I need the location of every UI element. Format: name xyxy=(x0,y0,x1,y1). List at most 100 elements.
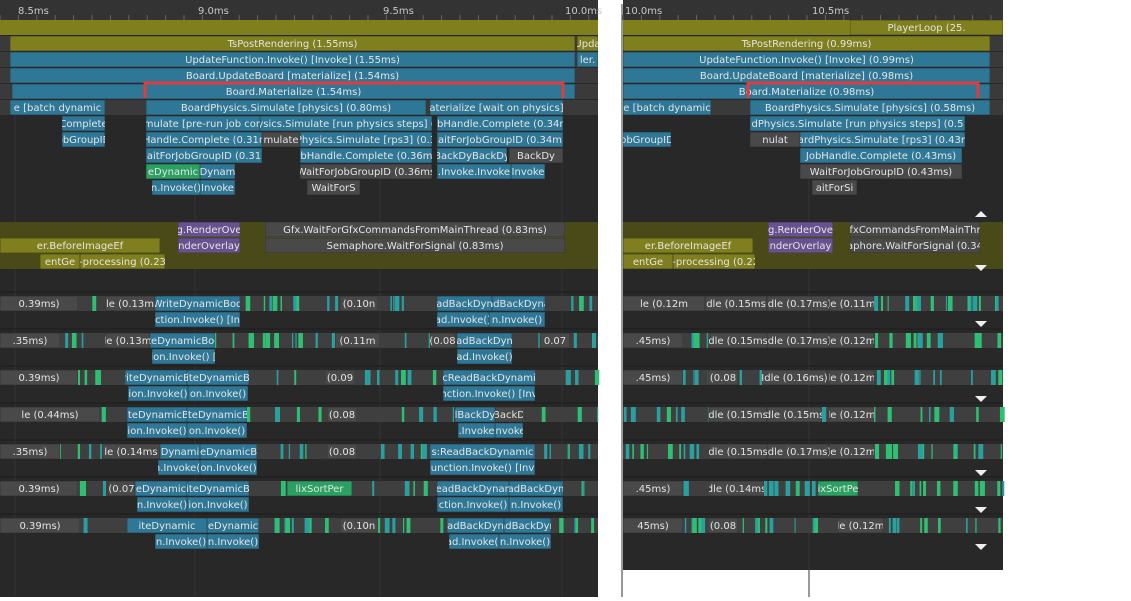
timeline-bar[interactable]: PlayerLoop (25. xyxy=(850,20,1003,35)
timeline-bar[interactable]: BackDyBackDy xyxy=(434,148,510,163)
timeline-bar[interactable]: obGroupID xyxy=(620,132,674,147)
timeline-bar[interactable]: n.Invoke() xyxy=(499,534,551,549)
timeline-bar[interactable]: ion.Invoke() xyxy=(128,386,188,401)
timeline-bar[interactable]: eDynamic xyxy=(207,518,259,533)
timeline-bar[interactable]: lBackDy xyxy=(455,407,496,422)
timeline-bar[interactable]: eDynamic xyxy=(146,164,200,179)
timeline-bar[interactable]: dle (0.15ms xyxy=(765,407,825,422)
timeline-bar[interactable]: .35ms) xyxy=(0,444,60,459)
timeline-bar[interactable]: (0.07 xyxy=(108,481,135,496)
timeline-bar[interactable]: le (0.12m xyxy=(827,407,875,422)
timeline-bar[interactable]: ysics.Simulate [run physics steps] ( xyxy=(257,116,434,131)
collapse-icons[interactable] xyxy=(975,211,987,550)
timeline-bar[interactable]: (0.08 xyxy=(708,370,738,385)
timeline-bar[interactable]: JobHandle.Complete (0.43ms) xyxy=(800,148,962,163)
timeline-bar[interactable]: BoardPhysics.Simulate [physics] (0.80ms) xyxy=(146,100,426,115)
timeline-bar[interactable]: n.Invoke() xyxy=(155,534,207,549)
timeline-bar[interactable]: Idle (0.17ms) xyxy=(765,296,832,311)
timeline-bar[interactable]: n.Invoke() xyxy=(509,497,563,512)
timeline-bar[interactable]: ion.Invoke() xyxy=(127,423,187,438)
timeline-bar[interactable]: Upda xyxy=(574,36,600,51)
timeline-bar[interactable]: dPhysics.Simulate [run physics steps] (0… xyxy=(750,116,965,131)
timeline-bar[interactable]: adBackDyna xyxy=(487,296,550,311)
timeline-bar[interactable]: obHandle.Complete (0.36ms xyxy=(294,148,437,163)
timeline-bar[interactable]: Idle (0.17ms) xyxy=(765,444,832,459)
timeline-bar[interactable]: nulat xyxy=(750,132,800,147)
timeline-bar[interactable]: ixSortPe xyxy=(817,481,858,496)
timeline-bar[interactable]: Board.UpdateBoard [materialize] (1.54ms) xyxy=(10,68,575,83)
timeline-bar[interactable]: nction.Invoke() [Inv xyxy=(440,386,537,401)
timeline-bar[interactable]: iteDynamicB xyxy=(125,407,189,422)
timeline-bar[interactable]: -processing (0.23 xyxy=(79,254,166,269)
timeline-bar[interactable]: .35ms) xyxy=(0,333,60,348)
timeline-bar[interactable]: Invoke xyxy=(511,164,545,179)
timeline-bar[interactable]: obHandle.Complete (0.34m xyxy=(431,116,569,131)
timeline-bar[interactable]: 0.39ms) xyxy=(0,370,78,385)
timeline-bar[interactable]: (0.08 xyxy=(429,333,455,348)
timeline-bar[interactable]: WaitForJobGroupID (0.43ms) xyxy=(800,164,962,179)
timeline-bar[interactable]: Dynami xyxy=(160,444,200,459)
timeline-bar[interactable]: le (0.13m xyxy=(105,296,155,311)
timeline-bar[interactable]: TsPostRendering (0.99ms) xyxy=(623,36,990,51)
timeline-bar[interactable]: ler. xyxy=(577,52,598,67)
timeline-bar[interactable]: .45ms) xyxy=(623,481,683,496)
timeline-bar[interactable]: ction.Invoke() xyxy=(437,497,509,512)
timeline-bar[interactable]: 0.39ms) xyxy=(0,481,78,496)
timeline-bar[interactable]: Board.Materialize (1.54ms) xyxy=(12,84,575,99)
timeline-bar[interactable]: WriteDynamicBod xyxy=(153,296,243,311)
timeline-bar[interactable]: (0.08 xyxy=(708,518,738,533)
timeline-bar[interactable]: Dynam xyxy=(200,164,236,179)
timeline-bar[interactable]: Semaphore.WaitForSignal (0.83ms) xyxy=(265,238,565,253)
timeline-bar[interactable]: (0.10n xyxy=(340,518,378,533)
timeline-bar[interactable]: mulate [pre-run job con xyxy=(144,116,262,131)
timeline-bar[interactable]: le (0.14ms xyxy=(102,444,160,459)
timeline-bar[interactable]: dle (0.15ms xyxy=(705,296,767,311)
timeline-bar[interactable]: le (0.13m xyxy=(103,333,151,348)
timeline-bar[interactable]: entGe xyxy=(623,254,673,269)
timeline-bar[interactable]: aitForSi xyxy=(812,180,857,195)
timeline-bar[interactable]: aterialize [wait on physics] xyxy=(429,100,563,115)
timeline-bar[interactable]: obGroupID xyxy=(57,132,111,147)
timeline-bar[interactable]: Handle.Complete (0.31n xyxy=(143,132,265,147)
timeline-bar[interactable]: Complete xyxy=(59,116,107,131)
timeline-bar[interactable]: fxCommandsFromMainThr xyxy=(849,222,981,237)
timeline-bar[interactable]: g.RenderOve xyxy=(176,222,241,237)
timeline-bar[interactable]: ion.Invoke() [ xyxy=(150,349,216,364)
timeline-bar[interactable]: g.RenderOve xyxy=(768,222,833,237)
timeline-bar[interactable]: (0.08 xyxy=(327,444,357,459)
timeline-bar[interactable]: (0.09 xyxy=(325,370,355,385)
timeline-bar[interactable]: le (0.11m xyxy=(827,296,875,311)
timeline-bar[interactable]: eDynamic xyxy=(135,481,187,496)
timeline-bar[interactable]: Invoke xyxy=(493,423,526,438)
timeline-bar[interactable]: nderOverlay xyxy=(768,238,833,253)
timeline-bar[interactable]: 45ms) xyxy=(623,518,683,533)
timeline-bar[interactable]: ion.Invoke() xyxy=(187,497,249,512)
timeline-bar[interactable]: iteDynamic xyxy=(127,518,207,533)
timeline-bar[interactable]: unction.Invoke() [Inv xyxy=(430,460,535,475)
timeline-bar[interactable]: aitForJobGroupID (0.31 xyxy=(146,148,262,163)
timeline-bar[interactable]: BoardPhysics.Simulate [physics] (0.58ms) xyxy=(750,100,990,115)
timeline-bar[interactable]: .45ms) xyxy=(623,370,683,385)
timeline-bar[interactable]: e [batch dynamic xyxy=(10,100,105,115)
timeline-bar[interactable]: Gfx.WaitForGfxCommandsFromMainThread (0.… xyxy=(265,222,565,237)
timeline-bar[interactable]: n.Invoke() xyxy=(151,180,201,195)
timeline-bar[interactable]: le (0.12m xyxy=(827,370,875,385)
timeline-bar[interactable]: iteDynamicB xyxy=(185,407,249,422)
timeline-bar[interactable]: entGe xyxy=(40,254,80,269)
timeline-bar[interactable]: BackDy xyxy=(509,148,563,163)
timeline-bar[interactable]: dle (0.15ms xyxy=(708,333,768,348)
timeline-bar[interactable]: n.Invoke() xyxy=(154,460,204,475)
timeline-bar[interactable]: .45ms) xyxy=(623,333,683,348)
timeline-bar[interactable]: adBackDyn xyxy=(436,296,493,311)
timeline-bar[interactable]: .Invoke xyxy=(458,423,495,438)
timeline-bar[interactable]: UpdateFunction.Invoke() [Invoke] (1.55ms… xyxy=(10,52,575,67)
timeline-bar[interactable]: le (0.12m xyxy=(836,518,884,533)
timeline-bar[interactable]: nderOverlay xyxy=(178,238,240,253)
timeline-bar[interactable]: aitForJobGroupID (0.34m xyxy=(437,132,563,147)
timeline-bar[interactable]: aphore.WaitForSignal (0.34 xyxy=(847,238,983,253)
timeline-bar[interactable]: ad.Invoke() xyxy=(435,312,491,327)
timeline-bar[interactable]: le (0.44ms) xyxy=(0,407,100,422)
timeline-bar[interactable]: on.Invoke() xyxy=(200,460,257,475)
timeline-bar[interactable]: UpdateFunction.Invoke() [Invoke] (0.99ms… xyxy=(623,52,990,67)
timeline-bar[interactable]: on.Invoke() xyxy=(188,386,248,401)
